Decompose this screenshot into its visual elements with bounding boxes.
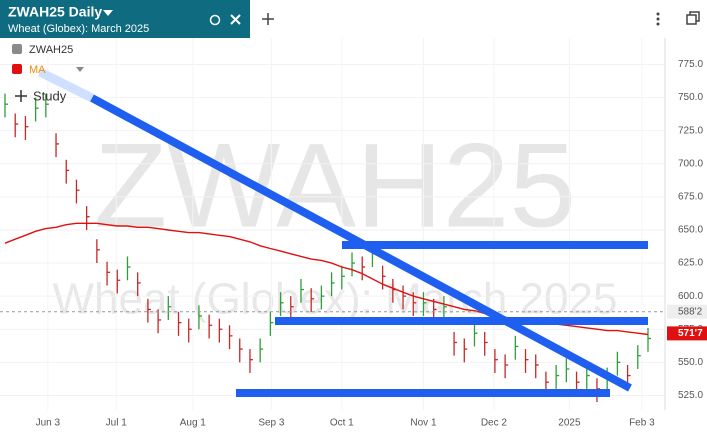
x-tick-label: Oct 1 — [330, 418, 354, 429]
tab-subtitle: Wheat (Globex): March 2025 — [8, 23, 149, 35]
tab-dropdown[interactable] — [103, 10, 113, 16]
legend-label[interactable]: MA — [29, 64, 46, 76]
ma-last-box — [667, 326, 707, 341]
x-tick-label: Feb 3 — [629, 418, 655, 429]
tab-close[interactable] — [230, 14, 241, 25]
y-tick-label: 625.0 — [678, 258, 703, 269]
x-tick-label: Jun 3 — [36, 418, 61, 429]
legend-swatch — [12, 64, 22, 74]
x-tick-label: 2025 — [558, 418, 581, 429]
add-tab[interactable] — [262, 13, 274, 25]
y-tick-label: 550.0 — [678, 357, 703, 368]
trend-line[interactable] — [37, 67, 95, 103]
x-tick-label: Nov 1 — [410, 418, 437, 429]
y-tick-label: 600.0 — [678, 291, 703, 302]
legend-dropdown[interactable] — [76, 67, 84, 72]
y-tick-label: 775.0 — [678, 59, 703, 70]
drawn-lines — [37, 67, 648, 397]
add-study-icon[interactable] — [15, 90, 27, 102]
y-tick-label: 650.0 — [678, 225, 703, 236]
legend-label[interactable]: ZWAH25 — [29, 44, 73, 56]
add-study[interactable]: Study — [33, 88, 67, 103]
y-tick-label: 700.0 — [678, 158, 703, 169]
y-tick-label: 750.0 — [678, 92, 703, 103]
tab-toggle[interactable] — [209, 14, 221, 26]
legend-swatch — [12, 44, 22, 54]
ma-last-label: 571'7 — [678, 328, 703, 339]
last-price-label: 588'2 — [678, 306, 703, 317]
x-tick-label: Dec 2 — [481, 418, 508, 429]
menu-button[interactable] — [656, 12, 660, 26]
y-tick-label: 675.0 — [678, 192, 703, 203]
tab-title: ZWAH25 Daily — [8, 4, 102, 20]
chart-tab[interactable] — [0, 0, 250, 38]
x-tick-label: Aug 1 — [180, 418, 207, 429]
x-tick-label: Jul 1 — [106, 418, 128, 429]
y-tick-label: 525.0 — [678, 390, 703, 401]
x-tick-label: Sep 3 — [258, 418, 285, 429]
last-price-box — [667, 304, 707, 319]
window-button[interactable] — [686, 11, 700, 25]
watermark-subtitle: Wheat (Globex): March 2025 — [53, 275, 618, 324]
y-tick-label: 725.0 — [678, 125, 703, 136]
